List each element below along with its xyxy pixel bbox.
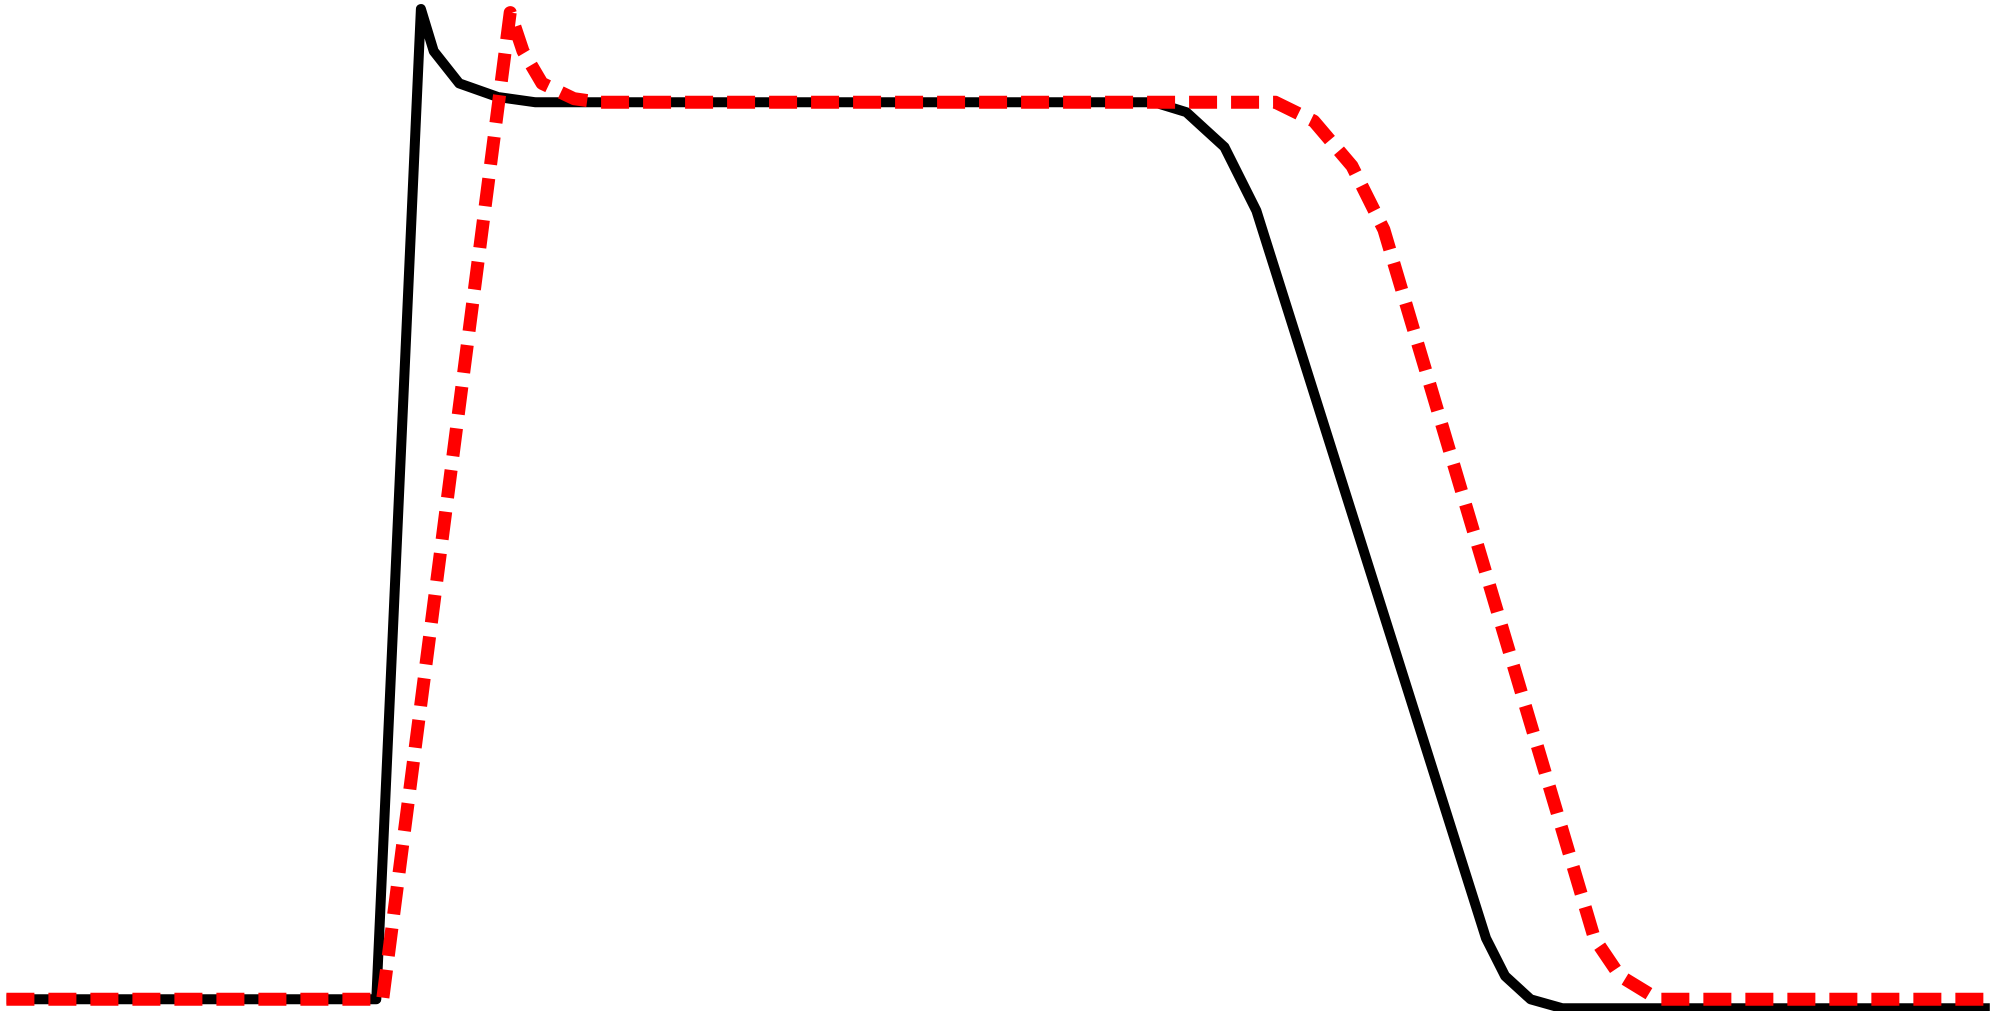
solid-line [6,4,1990,1011]
dashed-line [6,6,1990,1006]
